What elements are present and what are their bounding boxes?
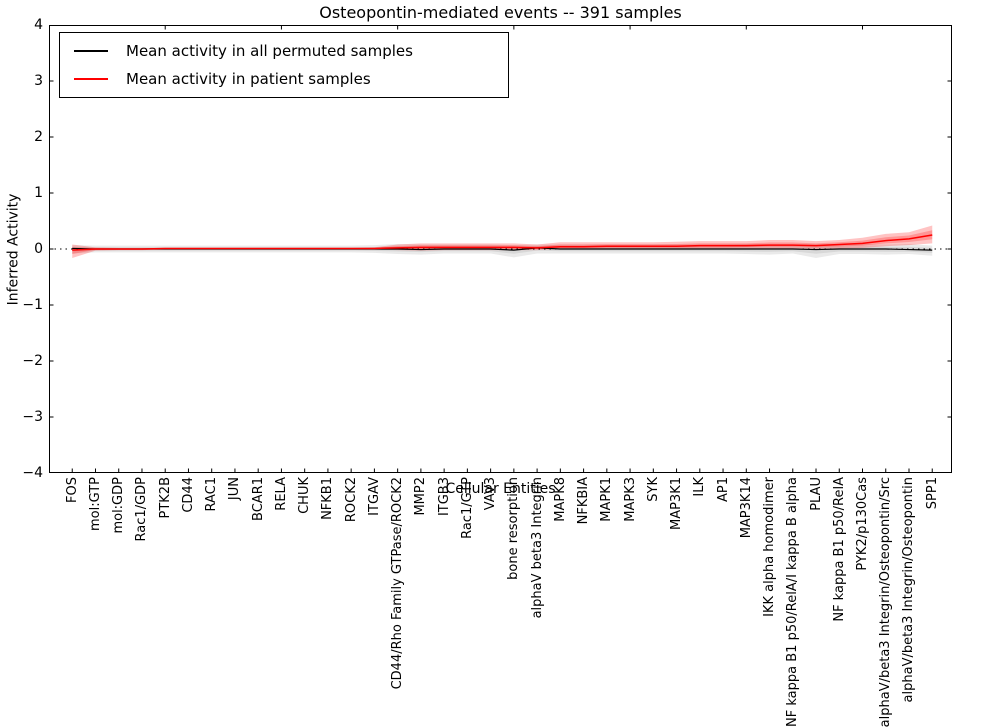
x-tick-label: alphaV beta3 Integrin [529, 477, 545, 619]
legend-label-patient: Mean activity in patient samples [126, 69, 371, 88]
x-tick-label: RELA [273, 477, 289, 511]
x-tick-label: RAC1 [204, 477, 220, 512]
x-tick-label: BCAR1 [250, 477, 266, 521]
x-tick-label: MMP2 [413, 477, 429, 516]
axes-frame [49, 25, 952, 473]
x-tick-label: MAP3K1 [669, 477, 685, 531]
x-tick-label: mol:GDP [111, 477, 127, 534]
chart-title: Osteopontin-mediated events -- 391 sampl… [319, 3, 682, 22]
legend-label-permuted: Mean activity in all permuted samples [126, 42, 413, 61]
x-tick-label: ITGAV [366, 477, 382, 516]
y-tick-label: −4 [22, 464, 43, 481]
x-tick-label: PYK2/p130Cas [855, 477, 870, 571]
legend-entry-patient: Mean activity in patient samples [60, 70, 508, 88]
x-tick-label: MAPK8 [552, 477, 568, 522]
permuted-line-swatch-icon [74, 50, 108, 53]
legend-entry-permuted: Mean activity in all permuted samples [60, 42, 508, 60]
y-tick-label: 2 [34, 128, 43, 145]
x-tick-label: mol:GTP [87, 477, 103, 531]
x-tick-label: ITGB3 [436, 477, 452, 517]
x-tick-label: MAPK1 [599, 477, 615, 522]
x-tick-label: JUN [227, 477, 243, 501]
y-tick-label: 4 [34, 16, 43, 33]
figure: Osteopontin-mediated events -- 391 sampl… [5, 3, 952, 727]
x-tick-label: Rac1/GDP [134, 477, 150, 542]
y-tick-label: 3 [34, 72, 43, 89]
x-tick-label: alphaV/beta3 Integrin/Osteopontin [901, 477, 917, 703]
band-permuted [72, 243, 933, 258]
legend: Mean activity in all permuted samples Me… [59, 32, 509, 98]
mean-line-patient [72, 234, 933, 251]
x-tick-label: SYK [645, 477, 661, 502]
y-tick-label: 1 [34, 184, 43, 201]
plot-area [49, 25, 952, 473]
x-tick-label: CHUK [297, 477, 313, 514]
x-tick-label: PTK2B [157, 477, 173, 519]
x-tick-label: CD44/Rho Family GTPase/ROCK2 [390, 477, 406, 690]
x-axis-label: Cellular Entities [445, 481, 556, 497]
x-tick-label: bone resorption [506, 477, 522, 580]
x-tick-label: NFKBIA [576, 477, 592, 525]
x-tick-label: AP1 [715, 477, 731, 503]
x-tick-label: NF kappa B1 p50/RelA [831, 477, 847, 622]
x-tick-label: PLAU [808, 477, 824, 511]
band-patient [72, 225, 933, 258]
x-tick-label: FOS [64, 477, 80, 503]
x-tick-label: SPP1 [924, 477, 940, 510]
patient-line-swatch-icon [74, 77, 108, 80]
x-tick-label: VAV3 [483, 477, 499, 511]
y-tick-label: 0 [34, 240, 43, 257]
x-tick-label: Rac1/GTP [459, 477, 475, 539]
y-tick-label: −3 [22, 408, 43, 425]
x-tick-label: NFKB1 [320, 477, 336, 520]
x-tick-label: ILK [692, 477, 708, 497]
x-tick-label: MAP3K14 [738, 477, 754, 539]
y-tick-label: −1 [22, 296, 43, 313]
x-tick-label: MAPK3 [622, 477, 638, 522]
y-tick-label: −2 [22, 352, 43, 369]
x-tick-label: CD44 [180, 477, 196, 513]
x-tick-label: NF kappa B1 p50/RelA/I kappa B alpha [785, 477, 801, 727]
x-tick-label: alphaV/beta3 Integrin/Osteopontin/Src [878, 477, 894, 727]
x-tick-label: IKK alpha homodimer [762, 477, 778, 617]
